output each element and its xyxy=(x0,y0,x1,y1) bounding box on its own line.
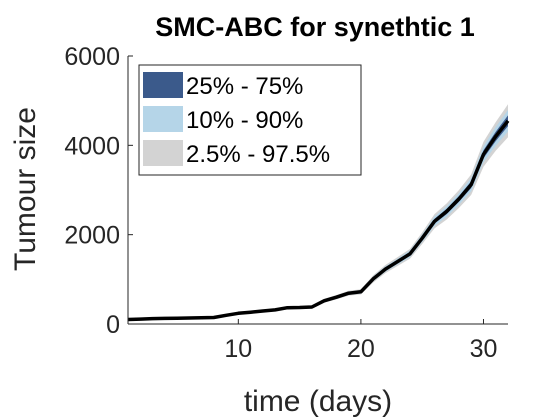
legend: 25% - 75% 10% - 90% 2.5% - 97.5% xyxy=(138,64,362,176)
lines-layer xyxy=(127,119,510,322)
axes-layer xyxy=(127,56,508,325)
series-line-0 xyxy=(127,119,510,322)
y-axis-label: Tumour size xyxy=(9,107,42,271)
y-tick-label: 6000 xyxy=(64,43,120,71)
legend-label: 25% - 75% xyxy=(186,73,303,100)
y-tick-label: 4000 xyxy=(64,132,120,160)
chart-title: SMC-ABC for synethtic 1 xyxy=(155,12,475,42)
legend-swatch xyxy=(143,72,183,98)
legend-swatch xyxy=(143,140,183,166)
x-tick-label: 20 xyxy=(347,335,375,363)
y-tick-label: 0 xyxy=(106,311,120,339)
legend-label: 2.5% - 97.5% xyxy=(186,141,330,168)
legend-swatch xyxy=(143,106,183,132)
legend-label: 10% - 90% xyxy=(186,107,303,134)
ticks-layer: 10 20 30 0 2000 4000 6000 xyxy=(64,43,497,363)
y-tick-label: 2000 xyxy=(64,222,120,250)
x-axis-label: time (days) xyxy=(244,385,392,418)
x-tick-label: 10 xyxy=(224,335,252,363)
x-tick-label: 30 xyxy=(470,335,498,363)
